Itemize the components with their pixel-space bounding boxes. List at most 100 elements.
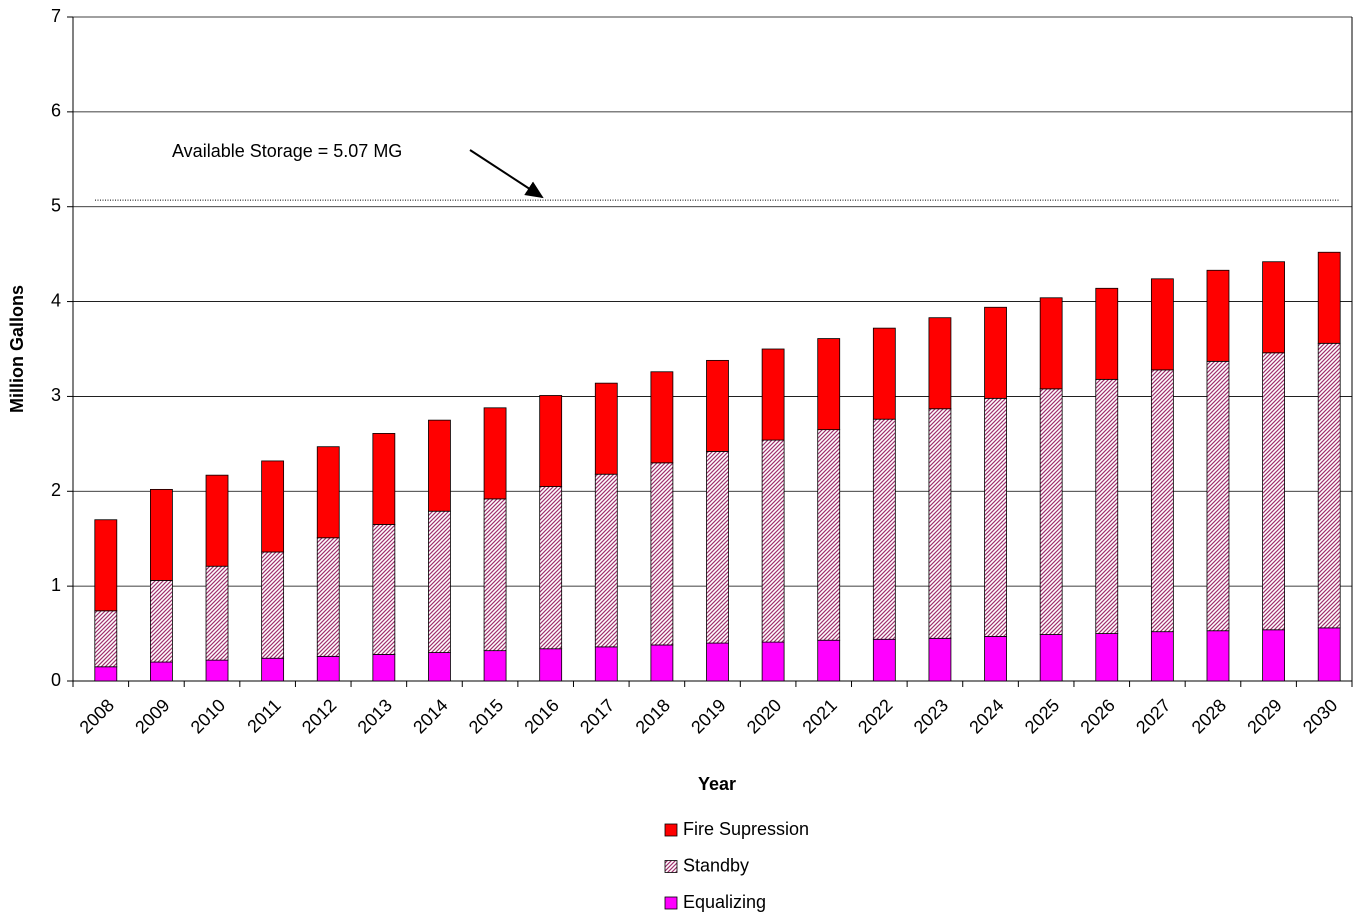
bar-segment (94, 666, 118, 682)
bar-segment (1317, 251, 1341, 344)
bar-segment (817, 338, 841, 431)
bar-segment (872, 418, 896, 640)
y-axis-title: Million Gallons (7, 285, 27, 413)
bar-segment (1262, 352, 1285, 631)
bar-segment (1206, 360, 1230, 632)
legend-swatch (664, 896, 678, 910)
bar-segment (984, 397, 1007, 637)
bar-segment (872, 327, 896, 420)
x-tick-label: 2016 (520, 695, 562, 737)
x-tick-label: 2022 (854, 695, 896, 737)
bar-segment (483, 650, 507, 682)
bar-segment (928, 408, 952, 639)
x-tick-label: 2009 (131, 695, 173, 737)
bar-segment (316, 537, 340, 657)
x-tick-label: 2028 (1188, 695, 1230, 737)
bar-segment (539, 648, 563, 682)
x-tick-label: 2013 (354, 695, 396, 737)
bar-segment (261, 657, 285, 682)
bar-segment (205, 565, 229, 661)
y-tick-label: 2 (51, 480, 61, 500)
bar-segment (1206, 269, 1230, 362)
bar-segment (650, 644, 674, 682)
x-tick-label: 2030 (1299, 695, 1341, 737)
bar-segment (594, 473, 618, 648)
bar-segment (372, 654, 396, 682)
legend-swatch (664, 860, 678, 873)
bar-segment (428, 510, 451, 653)
x-tick-label: 2012 (298, 695, 340, 737)
x-tick-label: 2011 (243, 695, 285, 737)
bar-segment (706, 642, 729, 682)
bar-segment (1262, 261, 1285, 354)
x-tick-label: 2017 (576, 695, 618, 737)
x-tick-label: 2025 (1021, 695, 1063, 737)
x-tick-label: 2023 (910, 695, 952, 737)
x-tick-label: 2010 (187, 695, 229, 737)
bar-segment (205, 659, 229, 682)
bar-segment (94, 519, 118, 612)
legend-label: Equalizing (683, 892, 766, 912)
bar-segment (928, 317, 952, 410)
y-tick-label: 3 (51, 385, 61, 405)
y-tick-label: 6 (51, 101, 61, 121)
bar-segment (150, 661, 173, 682)
legend-label: Standby (683, 855, 749, 875)
bar-segment (594, 382, 618, 475)
bar-segment (1206, 630, 1230, 682)
annotation-arrow (469, 149, 544, 199)
bar-segment (1095, 378, 1119, 634)
bar-segment (1150, 631, 1174, 682)
bar-segment (316, 655, 340, 682)
bar-segment (706, 359, 729, 452)
bar-segment (1095, 287, 1119, 380)
bar-segment (150, 580, 173, 663)
bar-segment (205, 474, 229, 567)
bar-segment (316, 446, 340, 539)
bar-segment (928, 637, 952, 682)
bar-segment (539, 486, 563, 650)
bar-segment (706, 451, 729, 644)
legend-label: Fire Supression (683, 819, 809, 839)
bar-segment (428, 652, 451, 682)
bar-segment (1095, 633, 1119, 682)
bar-segment (650, 371, 674, 464)
bar-segment (761, 348, 785, 441)
bar-segment (261, 460, 285, 553)
bar-segment (817, 429, 841, 641)
bar-segment (261, 551, 285, 659)
x-tick-label: 2019 (687, 695, 729, 737)
bar-segment (984, 306, 1007, 399)
x-tick-label: 2008 (76, 695, 118, 737)
y-tick-label: 5 (51, 195, 61, 215)
x-tick-label: 2020 (743, 695, 785, 737)
bar-segment (1317, 342, 1341, 629)
x-tick-label: 2014 (409, 695, 451, 737)
bar-segment (372, 524, 396, 655)
bar-segment (150, 488, 173, 581)
x-tick-label: 2024 (965, 695, 1007, 737)
annotation: Available Storage = 5.07 MG (172, 141, 402, 161)
bar-segment (1150, 369, 1174, 633)
x-tick-label: 2015 (465, 695, 507, 737)
bar-segment (594, 646, 618, 682)
bar-segment (94, 610, 118, 668)
bar-segment (761, 641, 785, 682)
bar-segment (872, 638, 896, 682)
x-tick-label: 2029 (1243, 695, 1285, 737)
bar-segment (483, 407, 507, 500)
bar-segment (761, 439, 785, 643)
bar-segment (428, 419, 451, 512)
x-tick-label: 2021 (798, 695, 840, 737)
y-tick-label: 4 (51, 290, 61, 310)
bar-segment (483, 498, 507, 652)
bar-segment (1262, 629, 1285, 682)
x-tick-label: 2018 (632, 695, 674, 737)
bar-segment (372, 433, 396, 525)
bar-segment (539, 395, 563, 487)
x-tick-label: 2027 (1132, 695, 1174, 737)
bar-segment (984, 636, 1007, 682)
bar-segment (1039, 388, 1063, 635)
bar-segment (650, 462, 674, 646)
